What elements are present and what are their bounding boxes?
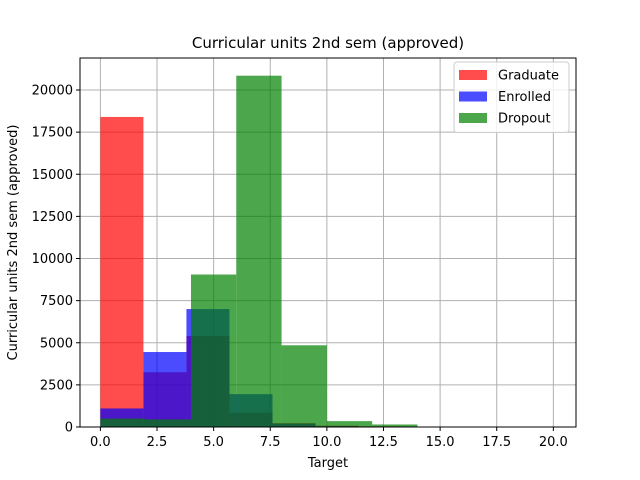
x-tick-label: 12.5: [369, 435, 398, 450]
x-tick-label: 17.5: [482, 435, 511, 450]
histogram-bar: [326, 421, 373, 427]
x-tick-label: 7.5: [260, 435, 281, 450]
histogram-bar: [145, 419, 191, 427]
histogram-bars: [100, 75, 418, 428]
y-tick-label: 0: [65, 421, 73, 436]
legend: Graduate Enrolled Dropout: [453, 61, 570, 133]
histogram-bar: [281, 345, 327, 427]
legend-swatch: [459, 113, 487, 123]
legend-label: Dropout: [498, 112, 551, 127]
y-tick-label: 15000: [32, 168, 73, 183]
legend-swatch: [459, 70, 487, 80]
legend-swatch: [459, 91, 487, 102]
x-tick-label: 0.0: [90, 435, 111, 450]
y-tick-label: 17500: [32, 126, 73, 141]
x-axis-title: Target: [307, 456, 348, 471]
legend-label: Graduate: [498, 69, 559, 84]
x-tick-label: 2.5: [147, 435, 168, 450]
y-axis-title: Curricular units 2nd sem (approved): [6, 125, 21, 361]
histogram-bar: [236, 75, 282, 428]
y-tick-label: 10000: [32, 252, 73, 267]
histogram-bar: [190, 274, 237, 427]
y-tick-label: 20000: [32, 84, 73, 99]
x-tick-label: 15.0: [426, 435, 455, 450]
histogram-bar: [100, 116, 144, 428]
y-tick-label: 2500: [40, 378, 73, 393]
histogram-bar: [143, 352, 187, 427]
legend-label: Enrolled: [498, 90, 551, 105]
x-tick-label: 20.0: [539, 435, 568, 450]
histogram-bar: [100, 418, 146, 427]
plot-frame: [79, 57, 577, 428]
y-tick-label: 7500: [40, 294, 73, 309]
chart-title: Curricular units 2nd sem (approved): [192, 34, 464, 52]
series-dropout-bars: [100, 75, 418, 428]
histogram-bar: [372, 424, 418, 427]
x-tick-label: 10.0: [312, 435, 341, 450]
x-tick-label: 5.0: [203, 435, 224, 450]
y-tick-label: 12500: [32, 210, 73, 225]
axis-ticks: 0.0 2.5 5.0 7.5 10.0 12.5 15.0 17.5 20.0 0 2500 500…: [32, 84, 568, 450]
y-tick-label: 5000: [40, 336, 73, 351]
